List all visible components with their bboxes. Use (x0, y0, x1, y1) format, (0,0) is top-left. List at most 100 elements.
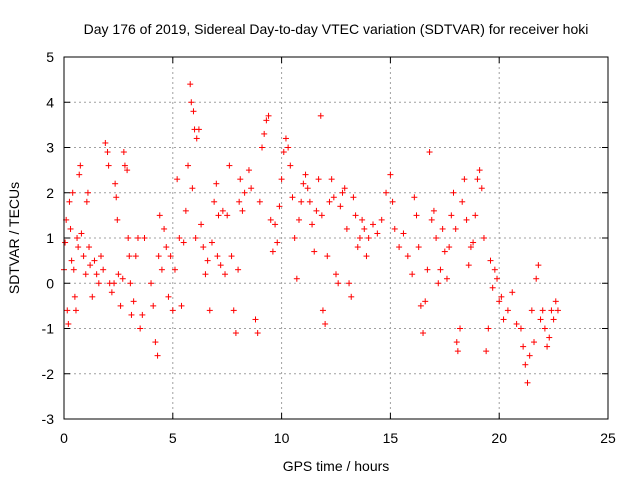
data-point (105, 162, 112, 169)
data-point (333, 271, 339, 278)
data-point (413, 212, 420, 219)
data-point (287, 162, 294, 169)
data-point (239, 207, 246, 214)
x-tick-label: 25 (600, 430, 616, 446)
data-point (102, 139, 109, 146)
data-point (457, 325, 464, 332)
data-point (337, 203, 344, 210)
data-point (544, 343, 551, 350)
data-point (237, 176, 244, 183)
data-point (188, 99, 195, 106)
data-point (343, 225, 350, 232)
data-point (472, 212, 479, 219)
y-tick-label: -3 (42, 411, 55, 427)
data-point (128, 311, 135, 318)
data-point (224, 212, 231, 219)
data-point (433, 235, 440, 241)
y-tick-label: -2 (42, 366, 55, 382)
data-point (65, 320, 72, 327)
data-point (550, 316, 557, 323)
data-point (68, 257, 75, 264)
data-point (69, 189, 76, 196)
data-point (132, 253, 139, 260)
chart-title: Day 176 of 2019, Sidereal Day-to-day VTE… (84, 21, 589, 37)
data-point (256, 198, 263, 205)
data-point (272, 221, 279, 228)
data-point (435, 280, 442, 287)
data-point (174, 176, 181, 183)
data-point (226, 162, 233, 169)
data-point (97, 253, 104, 260)
data-point (359, 216, 366, 223)
data-point (236, 198, 243, 205)
data-point (235, 266, 242, 273)
data-point (420, 330, 427, 337)
data-point (104, 149, 111, 156)
data-point (269, 248, 276, 255)
data-point (533, 275, 540, 282)
data-point (248, 185, 255, 192)
data-point (178, 302, 185, 309)
data-point (180, 239, 187, 246)
data-point (341, 185, 348, 192)
data-point (548, 307, 555, 314)
data-point (552, 298, 559, 305)
data-point (119, 275, 126, 282)
data-point (117, 302, 124, 309)
data-point (176, 235, 183, 241)
x-tick-label: 0 (60, 430, 68, 446)
data-point (417, 302, 424, 309)
data-point (202, 271, 209, 278)
data-point (311, 248, 318, 255)
y-tick-label: 2 (46, 185, 54, 201)
data-point (228, 253, 235, 260)
data-point (326, 198, 333, 205)
data-point (217, 262, 224, 269)
data-point (274, 239, 281, 246)
data-point (324, 253, 331, 260)
data-point (430, 207, 437, 214)
y-axis-label: SDTVAR / TECUs (6, 182, 22, 294)
data-point (317, 112, 324, 119)
data-point (211, 198, 218, 205)
data-point (112, 180, 119, 187)
data-point (428, 216, 435, 223)
data-point (91, 257, 98, 264)
data-point (531, 339, 538, 346)
data-point (361, 225, 368, 232)
data-point (280, 149, 287, 156)
data-point (245, 167, 252, 174)
data-point (298, 198, 305, 205)
y-tick-label: 5 (46, 49, 54, 65)
data-point (84, 189, 91, 196)
y-tick-label: 0 (46, 275, 54, 291)
data-point (365, 235, 372, 241)
data-point (452, 225, 459, 232)
data-point (470, 239, 477, 246)
data-point (348, 293, 355, 300)
data-point (450, 189, 457, 196)
data-point (346, 280, 353, 287)
data-point (426, 149, 433, 156)
data-point (504, 307, 511, 314)
data-point (278, 176, 285, 183)
data-point (350, 194, 357, 201)
data-point (156, 212, 163, 219)
data-point (232, 330, 239, 337)
axis-ticks: 0 5 10 15 20 25 -3 -2 -1 0 1 2 3 4 5 (42, 49, 616, 446)
plot-frame (63, 56, 609, 420)
data-point (89, 293, 96, 300)
data-point (291, 235, 298, 241)
data-point (461, 176, 468, 183)
data-point (509, 289, 516, 296)
y-tick-label: -1 (42, 321, 55, 337)
data-point (524, 379, 531, 386)
data-point (127, 280, 134, 287)
data-point (189, 185, 196, 192)
data-point (137, 325, 144, 332)
data-point (439, 225, 446, 232)
data-point (126, 253, 133, 260)
data-point (441, 248, 448, 255)
data-point (120, 149, 127, 156)
data-point (500, 316, 507, 323)
